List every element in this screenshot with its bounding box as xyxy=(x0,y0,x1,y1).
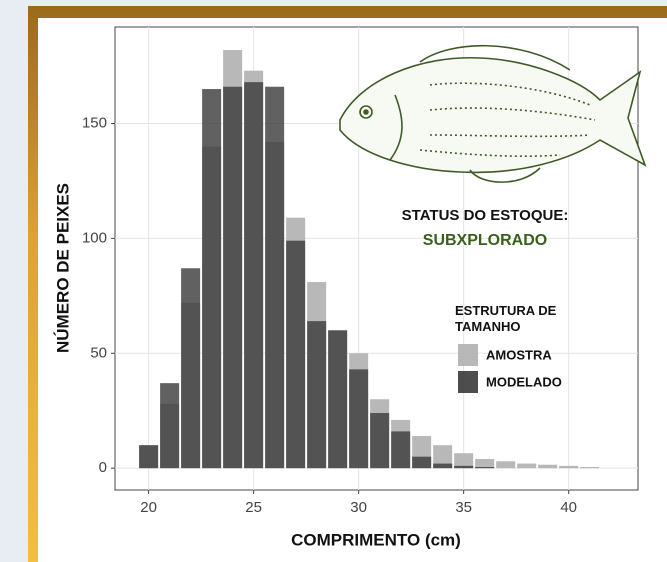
bar xyxy=(538,465,557,468)
bar xyxy=(475,459,494,468)
bar xyxy=(559,466,578,468)
x-tick-label: 20 xyxy=(140,499,157,516)
bar xyxy=(286,241,305,468)
bar xyxy=(454,466,473,468)
x-tick-label: 40 xyxy=(560,499,577,516)
bar xyxy=(307,321,326,468)
y-tick-label: 150 xyxy=(82,114,107,131)
chart: COMPRIMENTO (cm) NÚMERO DE PEIXES AMOSTR… xyxy=(0,0,667,562)
bar xyxy=(370,413,389,468)
bar xyxy=(517,464,536,469)
bar xyxy=(181,268,200,468)
y-axis-title: NÚMERO DE PEIXES xyxy=(53,183,72,353)
bar xyxy=(580,467,599,468)
bar xyxy=(391,431,410,468)
bar xyxy=(496,461,515,468)
y-tick-label: 50 xyxy=(90,344,107,361)
bar xyxy=(244,82,263,468)
x-tick-label: 35 xyxy=(455,499,472,516)
bar xyxy=(265,87,284,468)
legend-label: MODELADO xyxy=(486,374,562,389)
bar xyxy=(160,383,179,468)
legend-swatch xyxy=(458,371,478,393)
bar xyxy=(475,467,494,468)
annotation: SUBXPLORADO xyxy=(360,232,610,250)
bar xyxy=(349,369,368,468)
bar xyxy=(412,457,431,468)
annotation: STATUS DO ESTOQUE: xyxy=(360,207,610,224)
bar xyxy=(202,89,221,468)
bar xyxy=(223,87,242,468)
y-tick-label: 100 xyxy=(82,229,107,246)
bar xyxy=(328,330,347,468)
legend-swatch xyxy=(458,344,478,366)
bar xyxy=(433,464,452,469)
x-axis-title: COMPRIMENTO (cm) xyxy=(291,530,461,549)
legend-title: ESTRUTURA DE TAMANHO xyxy=(455,303,565,335)
x-tick-label: 30 xyxy=(350,499,367,516)
bar xyxy=(139,445,158,468)
legend-label: AMOSTRA xyxy=(486,347,552,362)
page: {"chart_data": {"type": "histogram", "xl… xyxy=(0,0,667,562)
x-tick-label: 25 xyxy=(245,499,262,516)
y-tick-label: 0 xyxy=(99,459,107,476)
